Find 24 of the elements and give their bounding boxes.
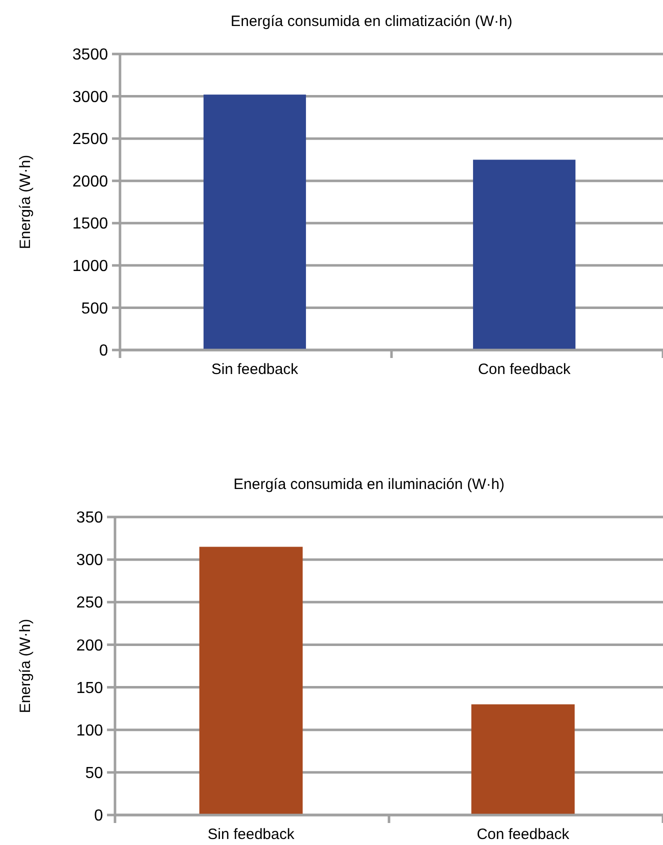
y-axis-title: Energía (W·h) xyxy=(17,154,34,250)
x-tick-label: Con feedback xyxy=(476,826,570,843)
chart-title: Energía consumida en iluminación (W·h) xyxy=(234,476,504,493)
y-tick-label: 250 xyxy=(76,594,104,612)
y-tick-label: 150 xyxy=(76,680,104,697)
y-tick-label: 100 xyxy=(76,722,104,740)
y-tick-label: 350 xyxy=(76,510,104,527)
y-tick-label: 1500 xyxy=(72,216,108,233)
x-tick-label: Con feedback xyxy=(478,361,572,378)
y-tick-label: 2000 xyxy=(72,173,108,190)
y-tick-label: 200 xyxy=(76,637,104,654)
x-tick-label: Sin feedback xyxy=(208,826,295,843)
y-tick-label: 500 xyxy=(81,300,108,318)
y-tick-label: 1000 xyxy=(72,258,108,276)
y-tick-label: 0 xyxy=(99,342,108,360)
y-tick-label: 3500 xyxy=(72,46,108,64)
y-tick-label: 3000 xyxy=(72,88,108,106)
y-tick-label: 300 xyxy=(76,552,104,570)
chart-title: Energía consumida en climatización (W·h) xyxy=(230,13,512,30)
x-tick-label: Sin feedback xyxy=(211,361,299,378)
y-tick-label: 50 xyxy=(85,765,104,782)
y-tick-label: 2500 xyxy=(72,131,108,148)
y-axis-title: Energía (W·h) xyxy=(17,618,34,714)
y-tick-label: 0 xyxy=(94,808,104,825)
